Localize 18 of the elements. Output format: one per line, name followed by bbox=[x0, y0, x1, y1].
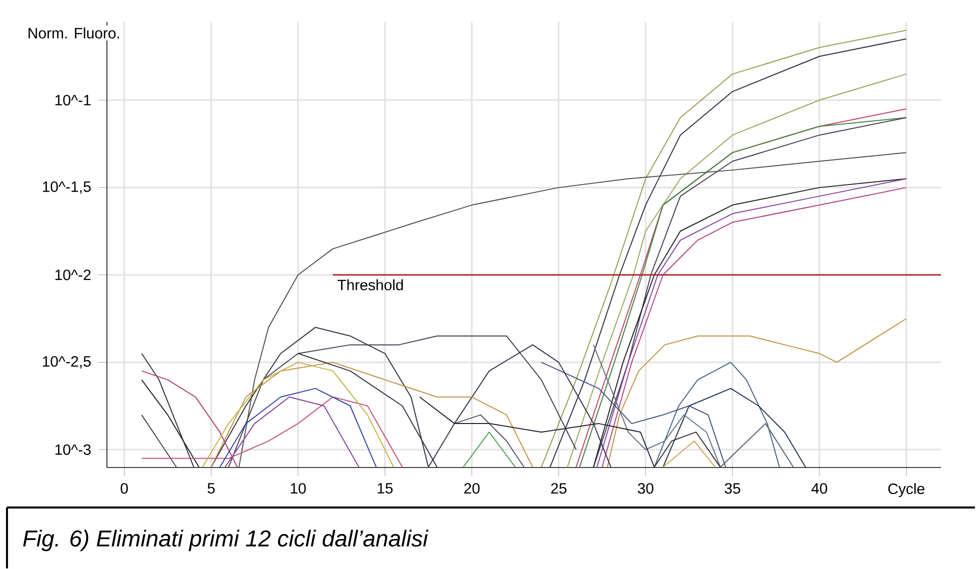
x-tick-label: 25 bbox=[551, 482, 566, 494]
y-tick-label: 10^-3 bbox=[55, 444, 91, 455]
y-tick-label: 10^-2 bbox=[55, 269, 91, 280]
y-axis-title: Norm. Fluoro. bbox=[28, 27, 119, 38]
caption: Fig. 6) Eliminati primi 12 cicli dall’analisi bbox=[23, 530, 428, 551]
y-tick-label: 10^-2,5 bbox=[42, 356, 91, 368]
series-label: Threshold bbox=[338, 279, 403, 290]
x-tick-label: 35 bbox=[724, 482, 740, 494]
x-tick-label: 40 bbox=[811, 482, 828, 494]
x-tick-label: 5 bbox=[208, 482, 215, 494]
x-tick-label: 15 bbox=[378, 482, 393, 494]
y-tick-label: 10^-1 bbox=[55, 94, 91, 106]
x-tick-label: Cycle bbox=[888, 482, 924, 497]
x-tick-label: 10 bbox=[290, 482, 306, 494]
x-tick-label: 20 bbox=[464, 482, 480, 494]
y-tick-label: 10^-1,5 bbox=[42, 181, 91, 194]
x-tick-label: 30 bbox=[638, 482, 654, 494]
x-tick-label: 0 bbox=[120, 482, 128, 494]
